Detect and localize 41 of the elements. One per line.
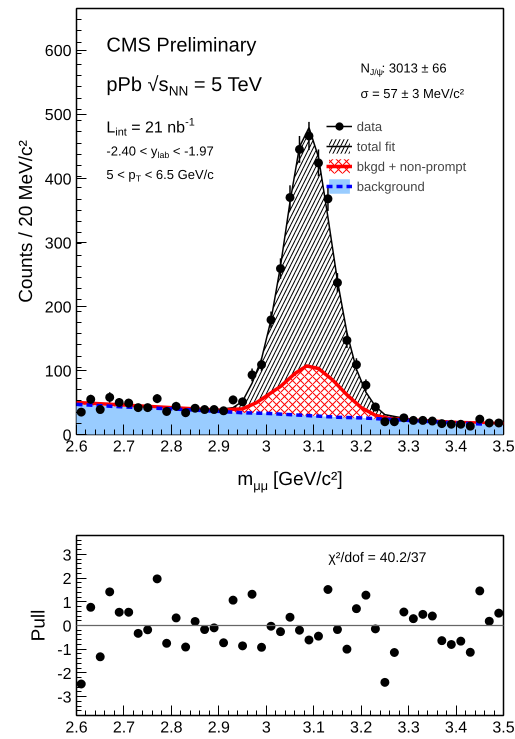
x-tick-label: 3.4	[444, 720, 468, 736]
x-tick-label: 2.7	[112, 438, 136, 456]
x-tick-label: 3.1	[302, 438, 325, 456]
y-tick-label: -1	[57, 642, 72, 660]
x-tick-label: 3.3	[397, 720, 420, 736]
legend-label: total fit	[356, 138, 396, 156]
x-tick-label: 3.4	[444, 438, 468, 456]
x-tick-label: 3	[262, 438, 271, 456]
y-tick-label: 300	[44, 235, 72, 252]
y-tick-label: -3	[57, 690, 72, 707]
x-tick-label: 3.3	[397, 438, 420, 456]
x-tick-label: 2.6	[65, 720, 88, 736]
x-tick-label: 3.5	[492, 720, 515, 736]
x-tick-label: 2.7	[112, 720, 136, 736]
y-axis-title: Pull	[28, 610, 50, 642]
legend-label: background	[356, 178, 425, 196]
x-tick-label: 3.2	[350, 720, 372, 736]
legend-label: bkgd + non-prompt	[356, 158, 466, 176]
x-tick-label: 3.5	[492, 438, 515, 456]
x-tick-label: 3	[262, 720, 271, 736]
legend-label: data	[356, 118, 382, 136]
x-tick-label: 2.8	[160, 720, 183, 736]
y-tick-label: 3	[62, 547, 72, 564]
x-tick-label: 2.8	[160, 438, 183, 456]
y-tick-label: 100	[44, 363, 72, 380]
y-tick-label: 400	[44, 171, 72, 188]
y-tick-label: 2	[62, 571, 72, 588]
y-tick-label: 1	[62, 594, 72, 612]
y-axis-title: Counts / 20 MeV/c²	[16, 140, 37, 303]
y-tick-label: 600	[44, 43, 72, 60]
x-tick-label: 2.9	[208, 720, 230, 736]
x-tick-label: 3.1	[302, 720, 325, 736]
y-tick-label: 0	[62, 618, 72, 636]
annotation: σ = 57 ± 3 MeV/c²	[360, 86, 465, 102]
annotation: χ²/dof = 40.2/37	[328, 549, 427, 566]
x-tick-label: 3.2	[350, 438, 372, 456]
y-tick-label: 500	[44, 107, 72, 124]
y-tick-label: -2	[57, 666, 72, 683]
x-tick-label: 2.9	[208, 438, 230, 456]
annotation: CMS Preliminary	[106, 34, 256, 57]
y-tick-label: 200	[44, 299, 72, 316]
